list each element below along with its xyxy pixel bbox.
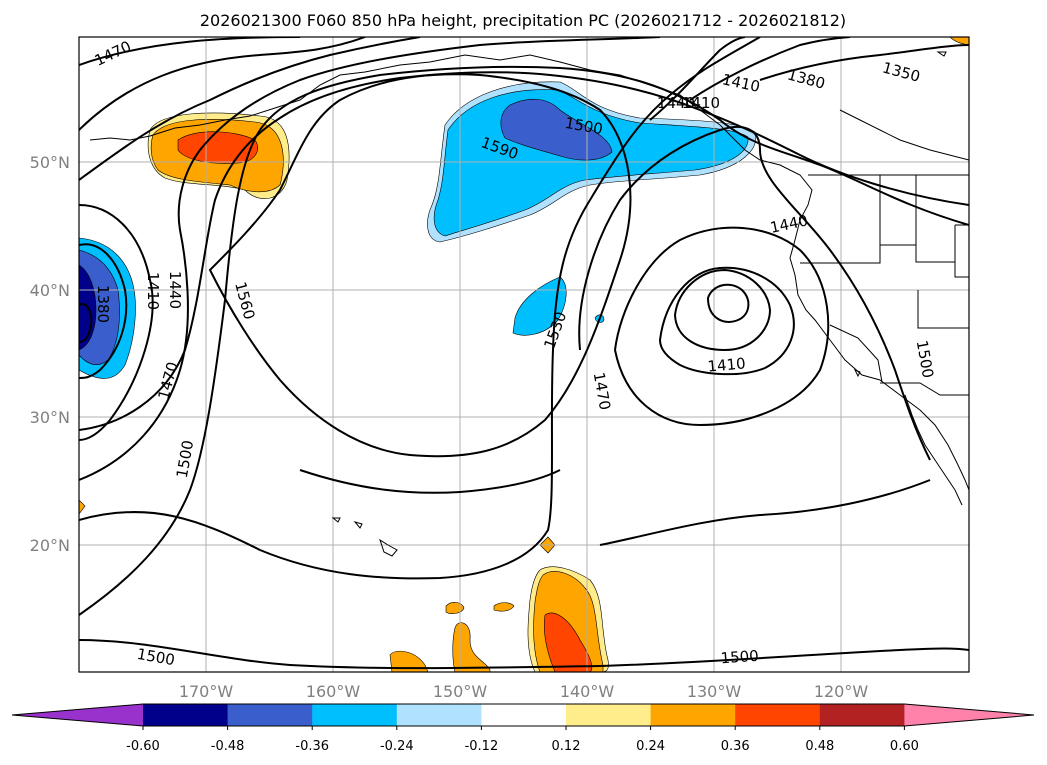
contour-label: 1500: [720, 647, 759, 668]
colorbar-tick-label: -0.48: [211, 739, 245, 754]
lat-tick-labels: 50°N 40°N 30°N 20°N: [30, 153, 70, 555]
contour-label: 1410: [682, 94, 720, 112]
colorbar-segment: [566, 704, 652, 726]
gridlines: [79, 37, 969, 672]
colorbar-tick-label: 0.36: [721, 739, 750, 754]
colorbar-segment: [481, 704, 567, 726]
lat-tick-label: 20°N: [30, 536, 70, 555]
lat-tick-label: 30°N: [30, 408, 70, 427]
colorbar-tick-label: 0.24: [636, 739, 665, 754]
contour-label: 1410: [144, 272, 162, 310]
lat-tick-label: 40°N: [30, 281, 70, 300]
colorbar-tick-label: -0.24: [380, 739, 414, 754]
colorbar-tick-label: -0.12: [465, 739, 499, 754]
contour-label: 1410: [707, 354, 747, 375]
colorbar-segment: [227, 704, 313, 726]
lon-tick-label: 140°W: [560, 682, 615, 701]
colorbar-segment: [735, 704, 821, 726]
colorbar-tick-label: 0.48: [805, 739, 834, 754]
colorbar-extend-low: [12, 704, 143, 726]
colorbar-segment: [312, 704, 398, 726]
colorbar-tick-label: -0.36: [295, 739, 329, 754]
colorbar: -0.60 -0.48 -0.36 -0.24 -0.12 0.12 0.24 0.36 0.4…: [11, 703, 1035, 754]
colorbar-segment: [143, 704, 229, 726]
lon-tick-labels: 170°W 160°W 150°W 140°W 130°W 120°W: [179, 682, 869, 701]
colorbar-extend-high: [904, 704, 1034, 726]
colorbar-tick-label: 0.60: [890, 739, 919, 754]
lon-tick-label: 160°W: [306, 682, 361, 701]
lon-tick-label: 120°W: [814, 682, 869, 701]
colorbar-segment: [396, 704, 482, 726]
colorbar-segment: [650, 704, 736, 726]
height-contours: [79, 37, 969, 670]
contour-label: 1440: [166, 271, 184, 309]
colorbar-tick-label: -0.60: [126, 739, 160, 754]
lon-tick-label: 150°W: [433, 682, 488, 701]
lon-tick-label: 130°W: [687, 682, 742, 701]
figure-title: 2026021300 F060 850 hPa height, precipit…: [200, 11, 846, 30]
colorbar-segment: [819, 704, 905, 726]
precip-negative-mid: [512, 276, 567, 336]
contour-label: 1380: [94, 285, 112, 323]
colorbar-tick-label: 0.12: [552, 739, 581, 754]
lon-tick-label: 170°W: [179, 682, 234, 701]
contour-label: 1440: [657, 94, 695, 112]
map-frame: [78, 36, 970, 673]
lat-tick-label: 50°N: [30, 153, 70, 172]
map-area: 1470 1410 1440 1410 1380 1350 1500 1590 …: [79, 37, 969, 672]
